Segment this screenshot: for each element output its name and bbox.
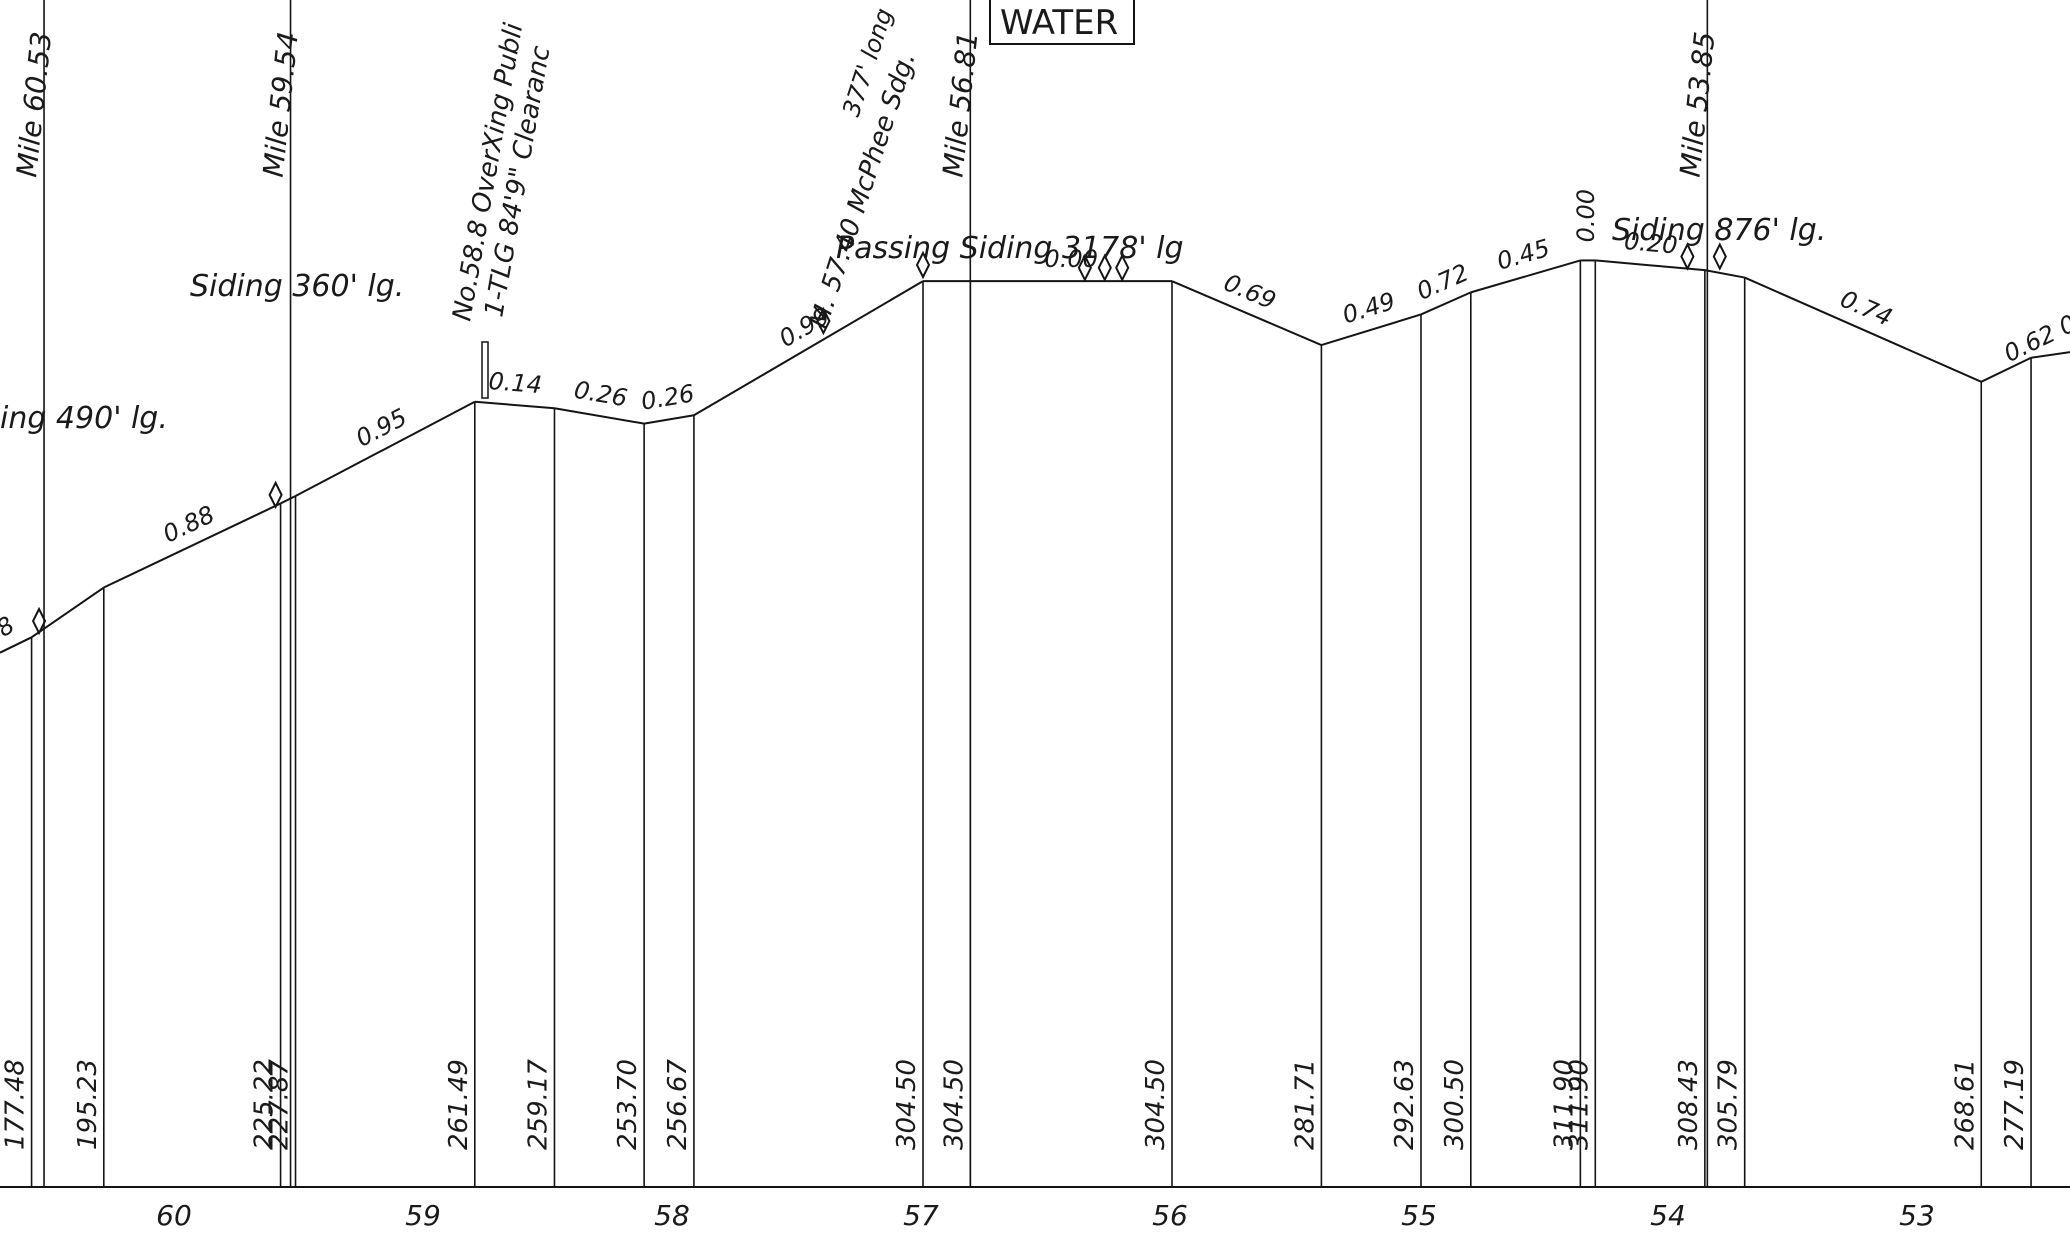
axis-tick-label: 55 [1401, 1199, 1437, 1232]
switch-mark [816, 306, 831, 336]
switch-mark [31, 606, 47, 636]
siding-876-label: Siding 876' lg. [1612, 213, 1826, 248]
axis-tick-label: 60 [156, 1199, 192, 1232]
grade-label: 0.72 [1413, 258, 1473, 305]
elevation-label: 281.71 [1290, 1059, 1320, 1150]
grade-label: 0.74 [1836, 285, 1896, 332]
elevation-label: 195.23 [73, 1059, 103, 1150]
elevation-label: 259.17 [523, 1059, 553, 1150]
elevation-label: 304.50 [1141, 1059, 1171, 1150]
grade-label: 0.62 0 [2000, 309, 2070, 367]
axis-tick-label: 53 [1899, 1199, 1935, 1232]
profile-segment [1171, 280, 1322, 346]
profile-line [0, 259, 2070, 654]
grade-label: 0.00 [1572, 189, 1600, 242]
profile-segment [474, 400, 555, 410]
profile-segment [0, 636, 33, 654]
profile-segment [643, 414, 695, 425]
grade-label: 0.26 [639, 379, 696, 415]
water-station: WATER [989, 0, 1135, 45]
axis-tick-labels: 60 59 58 57 56 55 54 53 [156, 1199, 1935, 1232]
elevation-label: 225.22 [250, 1059, 280, 1150]
profile-segment [1744, 276, 1982, 383]
switch-mark [1097, 253, 1112, 283]
milepost-label: Mile 53.85 [1673, 30, 1721, 179]
grade-label: 0.45 [1494, 234, 1553, 276]
profile-segment [693, 280, 924, 417]
elevation-label: 256.67 [663, 1059, 693, 1150]
switch-mark [915, 250, 931, 280]
elevation-label: 268.61 [1950, 1059, 1980, 1150]
water-label-box [989, 0, 1135, 45]
profile-segment [1420, 291, 1472, 316]
switch-mark [1712, 242, 1727, 271]
axis-tick-label: 54 [1650, 1199, 1686, 1232]
switch-marks [31, 242, 1727, 636]
elevation-label: 304.50 [939, 1059, 969, 1150]
grade-label: 0.14 [488, 367, 544, 399]
passing-siding-label: Passing Siding 3178' lg [836, 231, 1184, 266]
elevation-label: 308.43 [1674, 1059, 1704, 1150]
profile-segment [1704, 269, 1745, 279]
elevation-label: 304.50 [892, 1059, 922, 1150]
profile-segment [1980, 356, 2032, 383]
switch-mark [1115, 253, 1130, 283]
profile-segment [31, 586, 105, 639]
elevation-label: 311.90 [1549, 1059, 1579, 1150]
overcrossing-marker [481, 341, 489, 399]
profile-segment [554, 407, 645, 425]
profile-segment [2030, 351, 2070, 359]
elevation-label: 300.50 [1440, 1059, 1470, 1150]
profile-segment [280, 495, 296, 505]
elevation-label: 227.87 [265, 1059, 295, 1150]
axis-tick-label: 58 [654, 1199, 690, 1232]
axis-tick-label: 57 [903, 1199, 939, 1232]
siding-490-label: ing 490' lg. [0, 401, 168, 436]
grade-label: 0.20 [1623, 227, 1679, 260]
grade-label: 0.69 [1220, 268, 1280, 315]
switch-mark [1680, 242, 1695, 271]
elevation-label: 261.49 [444, 1059, 474, 1150]
switch-mark [1077, 253, 1092, 283]
axis-tick-label: 59 [405, 1199, 441, 1232]
station-lines [30, 260, 2032, 1187]
grade-label: 0.88 [159, 500, 219, 548]
profile-segment [295, 400, 476, 497]
water-label: WATER [1000, 3, 1118, 43]
switch-mark [268, 480, 283, 510]
grade-label: 0.00 [1044, 245, 1097, 273]
elevation-label: 277.19 [2000, 1059, 2030, 1150]
milepost-label: Mile 56.81 [936, 30, 984, 179]
profile-segment [1470, 259, 1581, 294]
grade-label: 0.95 [351, 403, 411, 453]
grade-label: 0.49 [1339, 287, 1398, 329]
profile-segment [103, 502, 282, 589]
milepost-label: Mile 60.53 [10, 30, 58, 179]
elevation-label: 253.70 [613, 1059, 643, 1150]
elevation-label: 177.48 [1, 1059, 31, 1150]
milepost-label: Mile 59.54 [257, 30, 305, 179]
siding-360-label: Siding 360' lg. [190, 269, 404, 304]
elevation-label: 311.90 [1564, 1059, 1594, 1150]
elevation-label: 305.79 [1714, 1059, 1744, 1150]
elevation-label: 292.63 [1390, 1059, 1420, 1150]
profile-segment [1321, 313, 1422, 347]
grade-label: 8 [0, 611, 20, 643]
axis-tick-label: 56 [1152, 1199, 1188, 1232]
grade-label: 0.26 [572, 376, 629, 413]
